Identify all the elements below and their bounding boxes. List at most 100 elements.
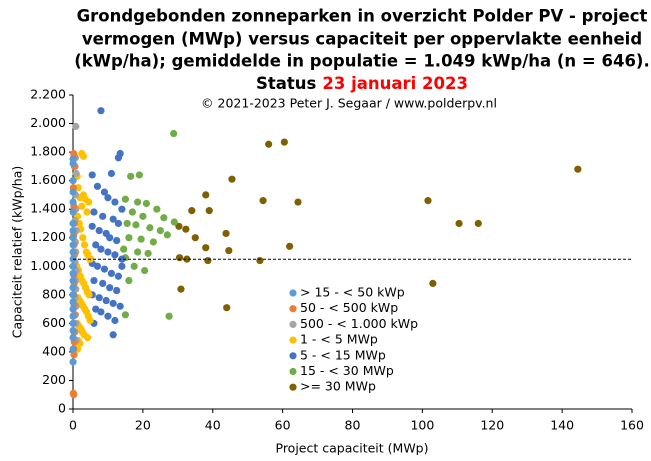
- point: [69, 159, 77, 168]
- point: [93, 182, 102, 190]
- point: [228, 175, 236, 183]
- point: [137, 235, 145, 243]
- point: [102, 296, 110, 305]
- y-tick-label: 800: [42, 286, 66, 301]
- point: [111, 316, 119, 325]
- point: [175, 254, 184, 262]
- point: [202, 244, 210, 252]
- legend-label: > 15 - < 50 kWp: [300, 285, 405, 300]
- x-axis-label: Project capaciteit (MWp): [276, 441, 429, 456]
- y-axis-label: Capaciteit relatief (kWp/ha): [10, 166, 25, 338]
- point: [205, 207, 213, 215]
- point: [69, 269, 77, 278]
- point: [69, 276, 77, 285]
- point: [202, 191, 210, 199]
- point: [69, 177, 77, 185]
- point: [114, 154, 123, 162]
- point: [69, 262, 77, 270]
- point: [109, 331, 117, 339]
- chart-title: (kWp/ha); gemiddelde in populatie = 1.04…: [74, 52, 650, 71]
- point: [118, 255, 126, 263]
- point: [111, 251, 119, 259]
- y-tick-label: 2.000: [30, 115, 66, 130]
- point: [107, 269, 116, 278]
- point: [79, 234, 87, 242]
- point: [69, 345, 77, 353]
- point: [474, 219, 482, 228]
- y-tick-label: 0: [58, 401, 66, 416]
- y-tick-label: 600: [42, 315, 66, 330]
- point: [127, 172, 135, 180]
- point: [163, 231, 171, 239]
- point: [118, 205, 126, 213]
- legend-label: >= 30 MWp: [300, 379, 376, 394]
- point: [139, 212, 147, 220]
- legend-marker: [289, 352, 297, 360]
- point: [149, 238, 157, 246]
- point: [104, 248, 112, 256]
- point: [80, 241, 89, 249]
- point: [69, 226, 77, 235]
- point: [70, 351, 78, 359]
- point: [106, 234, 114, 242]
- point: [156, 226, 164, 235]
- point: [141, 266, 149, 275]
- point: [92, 241, 100, 249]
- point: [114, 272, 123, 280]
- y-tick-label: 200: [42, 372, 66, 387]
- point: [88, 222, 96, 230]
- point: [69, 198, 77, 206]
- x-tick-label: 140: [550, 418, 574, 433]
- legend-label: 15 - < 30 MWp: [300, 363, 394, 378]
- point: [109, 299, 117, 307]
- y-tick-label: 1.600: [30, 172, 66, 187]
- point: [86, 316, 94, 325]
- point: [69, 219, 77, 228]
- annotation: © 2021-2023 Peter J. Segaar / www.polder…: [201, 96, 497, 111]
- point: [95, 226, 103, 235]
- point: [93, 262, 102, 270]
- y-tick-label: 1.000: [30, 258, 66, 273]
- point: [286, 242, 294, 250]
- point: [125, 234, 133, 242]
- point: [100, 188, 109, 196]
- point: [114, 219, 123, 228]
- point: [574, 165, 582, 173]
- point: [104, 194, 112, 202]
- point: [100, 265, 109, 273]
- point: [90, 208, 98, 216]
- point: [106, 284, 114, 292]
- y-tick-label: 2.200: [30, 87, 66, 102]
- legend-label: 50 - < 500 kWp: [300, 300, 398, 315]
- point: [109, 215, 117, 223]
- point: [121, 311, 130, 319]
- point: [69, 298, 77, 306]
- point: [118, 262, 126, 270]
- point: [84, 334, 92, 342]
- legend-label: 1 - < 5 MWp: [300, 332, 378, 347]
- point: [294, 198, 302, 206]
- point: [142, 199, 150, 208]
- point: [429, 279, 437, 287]
- point: [134, 248, 142, 256]
- x-tick-label: 40: [205, 418, 221, 433]
- point: [120, 245, 128, 253]
- point: [182, 225, 190, 233]
- point: [72, 122, 80, 130]
- x-tick-label: 60: [275, 418, 291, 433]
- point: [116, 302, 124, 310]
- point: [113, 286, 121, 295]
- legend-marker: [289, 336, 297, 344]
- point: [175, 222, 183, 230]
- point: [85, 291, 93, 299]
- point: [132, 221, 140, 229]
- point: [113, 236, 121, 245]
- x-tick-label: 160: [620, 418, 644, 433]
- x-tick-label: 120: [480, 418, 504, 433]
- point: [160, 214, 168, 222]
- point: [225, 246, 233, 255]
- point: [83, 208, 91, 216]
- point: [72, 169, 80, 178]
- point: [88, 171, 96, 179]
- point: [204, 256, 212, 265]
